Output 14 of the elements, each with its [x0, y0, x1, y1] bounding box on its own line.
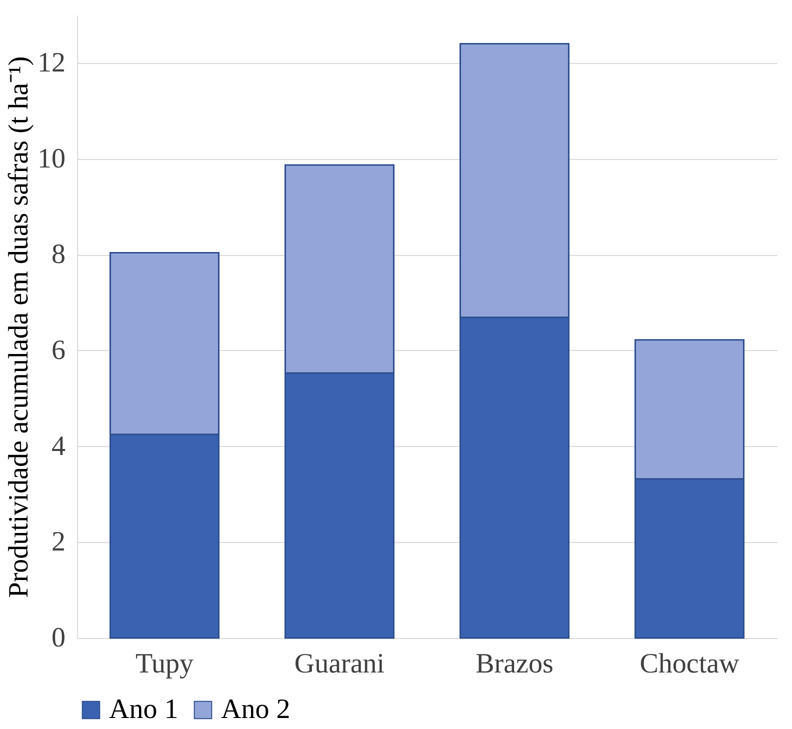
y-tick-label: 6: [52, 334, 66, 366]
x-tick-label: Tupy: [135, 648, 194, 680]
y-tick-label: 8: [52, 239, 66, 270]
x-tick-label: Choctaw: [640, 648, 740, 680]
y-tick-label: 4: [52, 430, 66, 462]
x-tick-label: Brazos: [476, 648, 554, 680]
y-tick-label: 12: [38, 47, 66, 78]
x-tick-label: Guarani: [294, 648, 385, 680]
y-axis-title: Produtividade acumulada em duas safras (t ha⁻¹): [4, 56, 34, 598]
y-tick-label: 10: [38, 143, 66, 174]
y-tick-label: 2: [52, 526, 66, 558]
legend-label: Ano 1: [109, 694, 178, 725]
y-tick-label: 0: [52, 622, 66, 654]
legend-label: Ano 2: [221, 694, 290, 725]
